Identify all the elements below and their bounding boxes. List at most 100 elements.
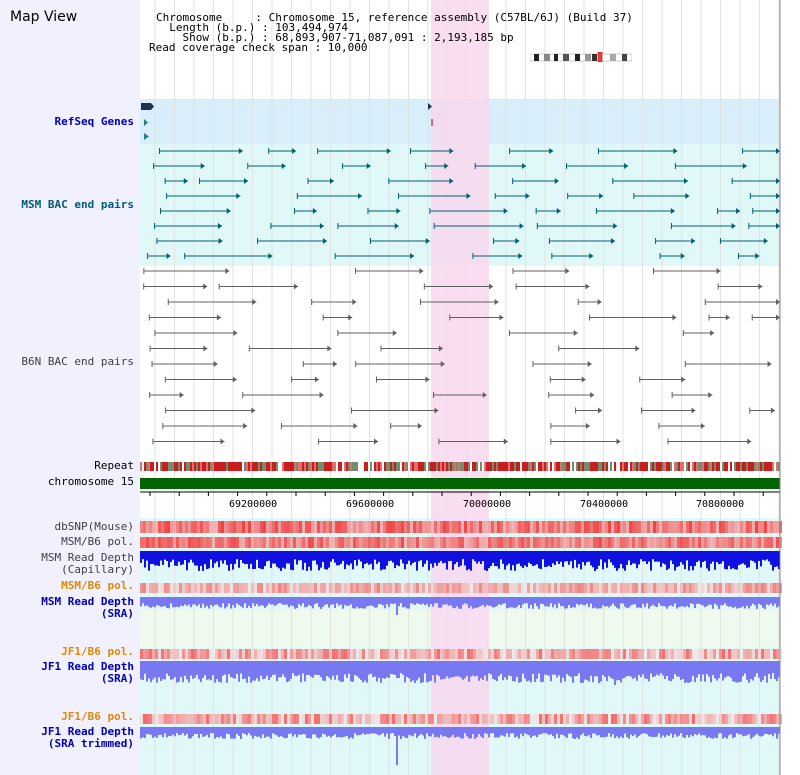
snp-heat-cell — [434, 521, 437, 533]
depth-bar — [696, 727, 698, 736]
repeat-block — [362, 462, 364, 471]
track-label-jf1-read-depth-sra[interactable]: JF1 Read Depth — [41, 660, 134, 673]
depth-bar — [622, 551, 624, 569]
depth-bar — [260, 727, 262, 739]
track-label-msm-read-depth-sra[interactable]: MSM Read Depth — [41, 595, 134, 608]
depth-bar — [336, 551, 338, 566]
depth-bar — [630, 597, 632, 606]
pol-heat-cell — [722, 649, 725, 659]
pol-heat-cell — [632, 649, 635, 659]
pol-heat-cell — [320, 649, 323, 659]
snp-heat-cell — [665, 521, 668, 533]
track-label-jf1-b6-pol[interactable]: JF1/B6 pol. — [61, 645, 134, 658]
depth-bar — [636, 661, 638, 681]
pol-heat-cell — [692, 583, 695, 593]
pol-heat-cell — [197, 649, 200, 659]
depth-bar — [506, 727, 508, 734]
repeat-block — [450, 462, 452, 471]
repeat-block — [712, 462, 714, 471]
snp-heat-cell — [773, 521, 776, 533]
repeat-block — [182, 462, 184, 471]
depth-bar — [680, 661, 682, 680]
track-label-jf1-read-depth-trim[interactable]: JF1 Read Depth — [41, 725, 134, 738]
depth-bar — [560, 727, 562, 735]
depth-bar — [450, 551, 452, 561]
b6n-bac-pair — [419, 268, 424, 274]
track-label-msm-read-depth-cap[interactable]: MSM Read Depth — [41, 551, 134, 564]
repeat-block — [568, 462, 570, 471]
depth-bar — [676, 727, 678, 737]
pol-heat-cell — [764, 714, 767, 724]
pol-heat-cell — [599, 537, 602, 548]
repeat-block — [534, 462, 536, 471]
depth-bar — [414, 727, 416, 734]
pol-heat-cell — [608, 583, 611, 593]
pol-heat-cell — [692, 714, 695, 724]
pol-heat-cell — [254, 649, 257, 659]
depth-bar — [372, 597, 374, 607]
repeat-block — [566, 462, 568, 471]
track-label-msm-bac[interactable]: MSM BAC end pairs — [21, 198, 134, 211]
pol-heat-cell — [698, 537, 701, 548]
depth-bar — [482, 727, 484, 739]
track-label-chromosome: chromosome 15 — [47, 475, 134, 488]
pol-heat-cell — [347, 649, 350, 659]
depth-bar — [210, 661, 212, 681]
pol-heat-cell — [566, 714, 569, 724]
repeat-block — [514, 462, 516, 471]
pol-heat-cell — [593, 714, 596, 724]
track-label-msm-b6-pol-2[interactable]: MSM/B6 pol. — [61, 579, 134, 592]
repeat-block — [716, 462, 718, 471]
track-label-msm-b6-pol[interactable]: MSM/B6 pol. — [61, 535, 134, 548]
repeat-block — [576, 462, 578, 471]
pol-heat-cell — [689, 583, 692, 593]
snp-heat-cell — [683, 521, 686, 533]
repeat-block — [560, 462, 562, 471]
depth-bar — [264, 597, 266, 608]
pol-heat-cell — [524, 714, 527, 724]
depth-bar — [592, 551, 594, 568]
pol-heat-cell — [356, 649, 359, 659]
depth-bar — [472, 727, 474, 735]
depth-bar — [610, 551, 612, 563]
pol-heat-cell — [524, 649, 527, 659]
depth-bar — [754, 727, 756, 736]
depth-bar — [156, 661, 158, 683]
pol-heat-cell — [314, 649, 317, 659]
track-label-jf1-b6-pol-2[interactable]: JF1/B6 pol. — [61, 710, 134, 723]
pol-heat-cell — [527, 714, 530, 724]
pol-heat-cell — [236, 537, 239, 548]
depth-bar — [240, 661, 242, 674]
pol-heat-cell — [407, 649, 410, 659]
depth-bar — [668, 661, 670, 681]
pol-heat-cell — [464, 583, 467, 593]
depth-bar — [344, 551, 346, 570]
repeat-block — [492, 462, 494, 471]
track-label-refseq[interactable]: RefSeq Genes — [54, 115, 134, 128]
depth-bar — [340, 597, 342, 605]
depth-bar — [466, 597, 468, 605]
msm-bac-pair — [466, 193, 471, 199]
depth-bar — [222, 597, 224, 604]
depth-bar — [332, 727, 334, 736]
depth-bar — [142, 597, 144, 604]
pol-heat-cell — [629, 537, 632, 548]
chromosome-ideogram[interactable] — [530, 52, 632, 62]
pol-heat-cell — [311, 583, 314, 593]
pol-heat-cell — [380, 649, 383, 659]
repeat-block — [636, 462, 638, 471]
depth-bar — [422, 661, 424, 683]
depth-bar — [644, 597, 646, 608]
pol-heat-cell — [701, 583, 704, 593]
snp-heat-cell — [323, 521, 326, 533]
track-label-dbsnp[interactable]: dbSNP(Mouse) — [54, 520, 134, 533]
repeat-block — [482, 462, 484, 471]
track-label-b6n-bac[interactable]: B6N BAC end pairs — [21, 355, 134, 368]
depth-bar — [416, 661, 418, 681]
pol-heat-cell — [155, 583, 158, 593]
depth-bar — [300, 727, 302, 735]
depth-bar — [338, 661, 340, 681]
depth-bar — [314, 551, 316, 561]
depth-bar — [488, 661, 490, 674]
